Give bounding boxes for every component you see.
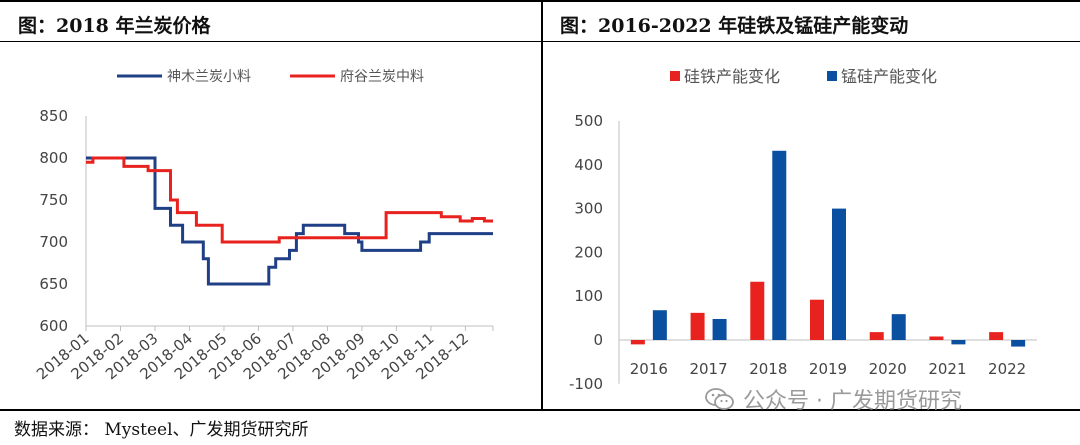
bar-ferrosilicon <box>690 312 705 340</box>
y-tick-label: 400 <box>574 156 603 174</box>
y-tick-label: 600 <box>39 317 68 335</box>
bar-ferrosilicon <box>750 281 765 340</box>
watermark: 公众号 · 广发期货研究 <box>705 383 962 415</box>
legend-label: 硅铁产能变化 <box>684 67 780 86</box>
bar-silicomanganese <box>772 150 787 340</box>
wechat-icon <box>705 388 734 410</box>
bar-silicomanganese <box>891 314 906 340</box>
right-panel-header: 图：2016-2022 年硅铁及锰硅产能变动 <box>542 2 1080 42</box>
y-tick-label: 100 <box>574 287 603 305</box>
y-tick-label: 850 <box>39 107 68 125</box>
bar-ferrosilicon <box>630 340 645 345</box>
left-chart-title: 图：2018 年兰炭价格 <box>18 15 211 37</box>
bar-silicomanganese <box>712 318 727 340</box>
left-panel-header: 图：2018 年兰炭价格 <box>0 2 541 42</box>
y-tick-label: 750 <box>39 191 68 209</box>
y-tick-label: 0 <box>593 331 603 349</box>
series-line-2 <box>86 156 493 244</box>
legend-label: 府谷兰炭中料 <box>340 69 424 85</box>
watermark-text: 公众号 · 广发期货研究 <box>743 389 962 414</box>
y-tick-label: 200 <box>574 243 603 261</box>
x-tick-label: 2018 <box>749 360 787 378</box>
bar-silicomanganese <box>652 310 667 340</box>
right-chart-title: 图：2016-2022 年硅铁及锰硅产能变动 <box>560 15 909 37</box>
bar-silicomanganese <box>951 340 966 345</box>
x-tick-label: 2021 <box>928 360 966 378</box>
panel-divider <box>541 2 543 410</box>
y-tick-label: 700 <box>39 233 68 251</box>
bar-ferrosilicon <box>810 299 824 340</box>
x-tick-label: 2020 <box>869 360 907 378</box>
legend-label: 神木兰炭小料 <box>167 69 251 85</box>
legend-swatch <box>670 71 680 81</box>
right-bar-chart: -100 0 100 200 300 400 500 2016 2017 2018 2019 2020… <box>569 67 1037 393</box>
bottom-rule <box>0 409 1080 411</box>
top-rule <box>0 0 1080 2</box>
y-tick-label: 800 <box>39 149 68 167</box>
y-tick-label: 300 <box>574 200 603 218</box>
legend-label: 锰硅产能变化 <box>841 67 937 86</box>
x-tick-label: 2022 <box>988 360 1026 378</box>
bar-silicomanganese <box>1011 340 1026 347</box>
legend-swatch <box>827 71 837 81</box>
y-tick-label: -100 <box>569 375 603 393</box>
y-tick-label: 650 <box>39 275 68 293</box>
bar-silicomanganese <box>832 208 846 340</box>
data-source-note: 数据来源： Mysteel、广发期货研究所 <box>14 420 309 440</box>
bar-ferrosilicon <box>869 332 884 340</box>
x-tick-label: 2019 <box>809 360 847 378</box>
left-line-chart: 6006507007508008502018-012018-022018-032… <box>33 69 494 383</box>
series-line-1 <box>86 156 493 286</box>
x-tick-label: 2016 <box>630 360 668 378</box>
y-tick-label: 500 <box>574 112 603 130</box>
bar-ferrosilicon <box>929 336 944 340</box>
x-tick-label: 2017 <box>689 360 727 378</box>
bar-ferrosilicon <box>989 332 1004 340</box>
